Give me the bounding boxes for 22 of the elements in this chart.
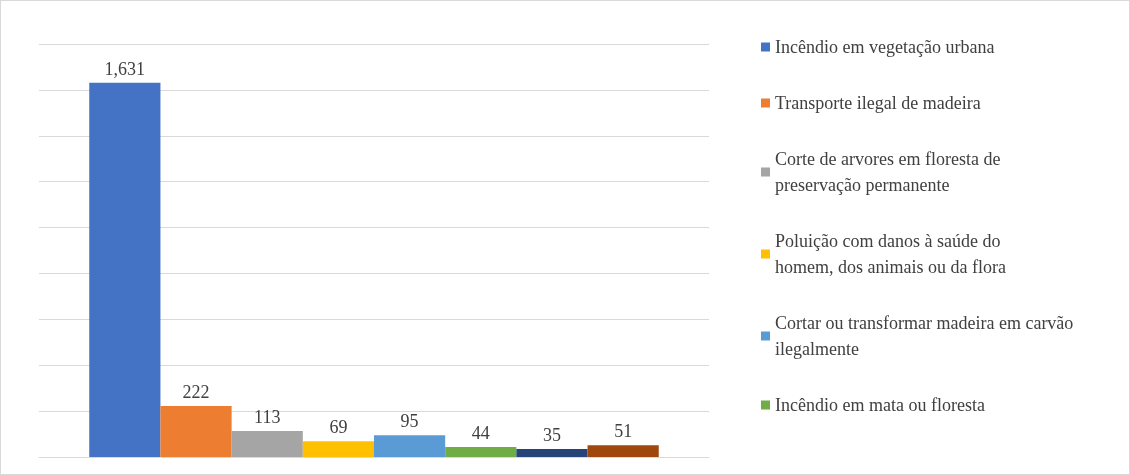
data-label: 222: [182, 382, 210, 403]
bar: [302, 441, 374, 457]
data-label: 1,631: [104, 58, 146, 79]
legend-label: Incêndio em vegetação urbana: [775, 37, 995, 57]
bar: [516, 448, 588, 457]
bar: [445, 446, 517, 457]
bar: [89, 82, 161, 457]
data-label: 35: [542, 424, 561, 445]
data-label: 113: [254, 407, 281, 428]
legend-label: Transporte ilegal de madeira: [775, 93, 981, 113]
bar: [160, 406, 232, 457]
legend-label: Incêndio em mata ou floresta: [775, 395, 985, 415]
data-label: 95: [400, 411, 419, 432]
bar: [587, 445, 659, 457]
bar: [374, 435, 446, 457]
bar: [231, 431, 303, 457]
legend-label: Cortar ou transformar madeira em carvão ilegalmente: [775, 313, 1078, 359]
data-label: 44: [471, 422, 490, 443]
legend-label: Poluição com danos à saúde do homem, dos animais ou da flora: [775, 231, 1006, 277]
data-label: 69: [329, 417, 348, 438]
legend-label: Corte de arvores em floresta de preservação permanente: [775, 149, 1005, 195]
data-label: 51: [614, 421, 633, 442]
